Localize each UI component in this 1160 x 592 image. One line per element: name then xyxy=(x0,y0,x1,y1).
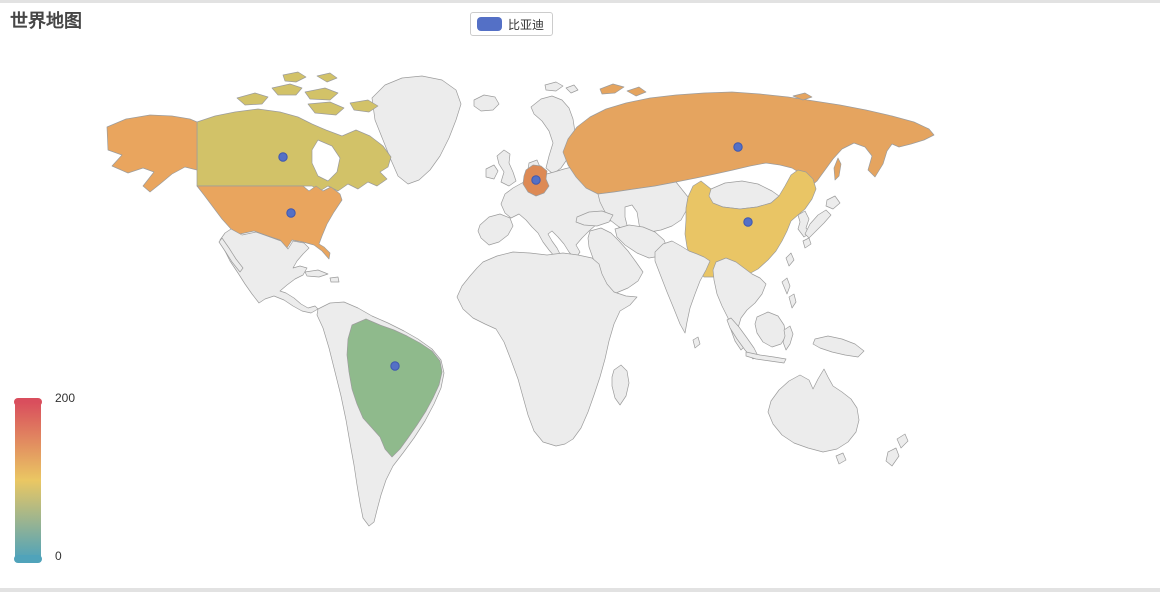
scatter-marker-china[interactable] xyxy=(743,217,753,227)
scatter-marker-canada[interactable] xyxy=(278,152,288,162)
region-india[interactable] xyxy=(654,240,711,334)
island-svalbard-2 xyxy=(565,84,579,94)
island-philippines-2 xyxy=(788,293,797,309)
island-novaya-zemlya-2 xyxy=(626,86,647,97)
region-iberia[interactable] xyxy=(477,213,514,246)
region-canada[interactable] xyxy=(196,108,392,192)
visualmap: 200 0 xyxy=(0,388,110,573)
island-cuba xyxy=(304,269,329,278)
island-canada-arctic-2 xyxy=(271,83,303,96)
island-new-zealand-north xyxy=(896,433,909,449)
island-hispaniola xyxy=(329,276,340,283)
region-ireland xyxy=(485,164,499,180)
island-siberia-ne xyxy=(792,92,813,101)
scatter-marker-usa[interactable] xyxy=(286,208,296,218)
hudson-bay xyxy=(311,139,341,182)
region-usa-alaska[interactable] xyxy=(106,114,198,193)
region-uk[interactable] xyxy=(496,149,517,187)
region-mexico[interactable] xyxy=(219,228,319,314)
region-africa[interactable] xyxy=(456,251,638,447)
visualmap-handle-min[interactable] xyxy=(14,555,42,563)
island-canada-arctic-4 xyxy=(307,101,345,116)
island-new-zealand-south xyxy=(885,447,900,467)
region-baja xyxy=(218,237,244,273)
legend[interactable]: 比亚迪 xyxy=(470,12,554,36)
scatter-marker-germany[interactable] xyxy=(531,175,541,185)
island-java xyxy=(745,351,787,364)
window-edge-bottom xyxy=(0,588,1160,592)
region-turkey[interactable] xyxy=(575,210,614,227)
page-title: 世界地图 xyxy=(10,11,82,31)
visualmap-min-label: 0 xyxy=(55,549,62,563)
scatter-marker-russia[interactable] xyxy=(733,142,743,152)
island-japan-honshu[interactable] xyxy=(804,209,832,239)
island-sri-lanka xyxy=(692,336,701,349)
visualmap-gradient[interactable] xyxy=(15,402,41,559)
island-novaya-zemlya-1 xyxy=(599,83,625,95)
island-tasmania xyxy=(835,452,847,465)
island-japan-kyushu xyxy=(802,237,812,249)
island-canada-arctic-7 xyxy=(316,72,338,83)
window-edge-top xyxy=(0,0,1160,3)
island-philippines-1 xyxy=(781,277,791,295)
island-borneo xyxy=(754,311,787,348)
legend-marker xyxy=(477,17,502,31)
island-svalbard-1 xyxy=(544,81,564,92)
island-sumatra xyxy=(726,317,759,360)
island-sulawesi xyxy=(782,325,794,351)
region-australia[interactable] xyxy=(767,368,860,453)
scatter-marker-layer xyxy=(278,142,753,371)
island-new-guinea xyxy=(812,335,865,358)
visualmap-bar[interactable] xyxy=(14,398,42,563)
legend-label: 比亚迪 xyxy=(508,17,545,32)
island-canada-arctic-5 xyxy=(349,99,379,113)
visualmap-max-label: 200 xyxy=(55,391,76,405)
island-madagascar xyxy=(611,364,630,406)
island-canada-arctic-1 xyxy=(236,92,269,106)
island-japan-hokkaido xyxy=(825,195,841,210)
island-canada-arctic-3 xyxy=(304,87,339,101)
island-sakhalin xyxy=(833,157,842,181)
region-brazil[interactable] xyxy=(346,318,443,458)
island-canada-arctic-6 xyxy=(282,71,307,83)
scatter-marker-brazil[interactable] xyxy=(390,361,400,371)
region-iceland[interactable] xyxy=(473,94,500,112)
region-russia[interactable] xyxy=(562,91,935,195)
island-taiwan xyxy=(785,252,795,267)
